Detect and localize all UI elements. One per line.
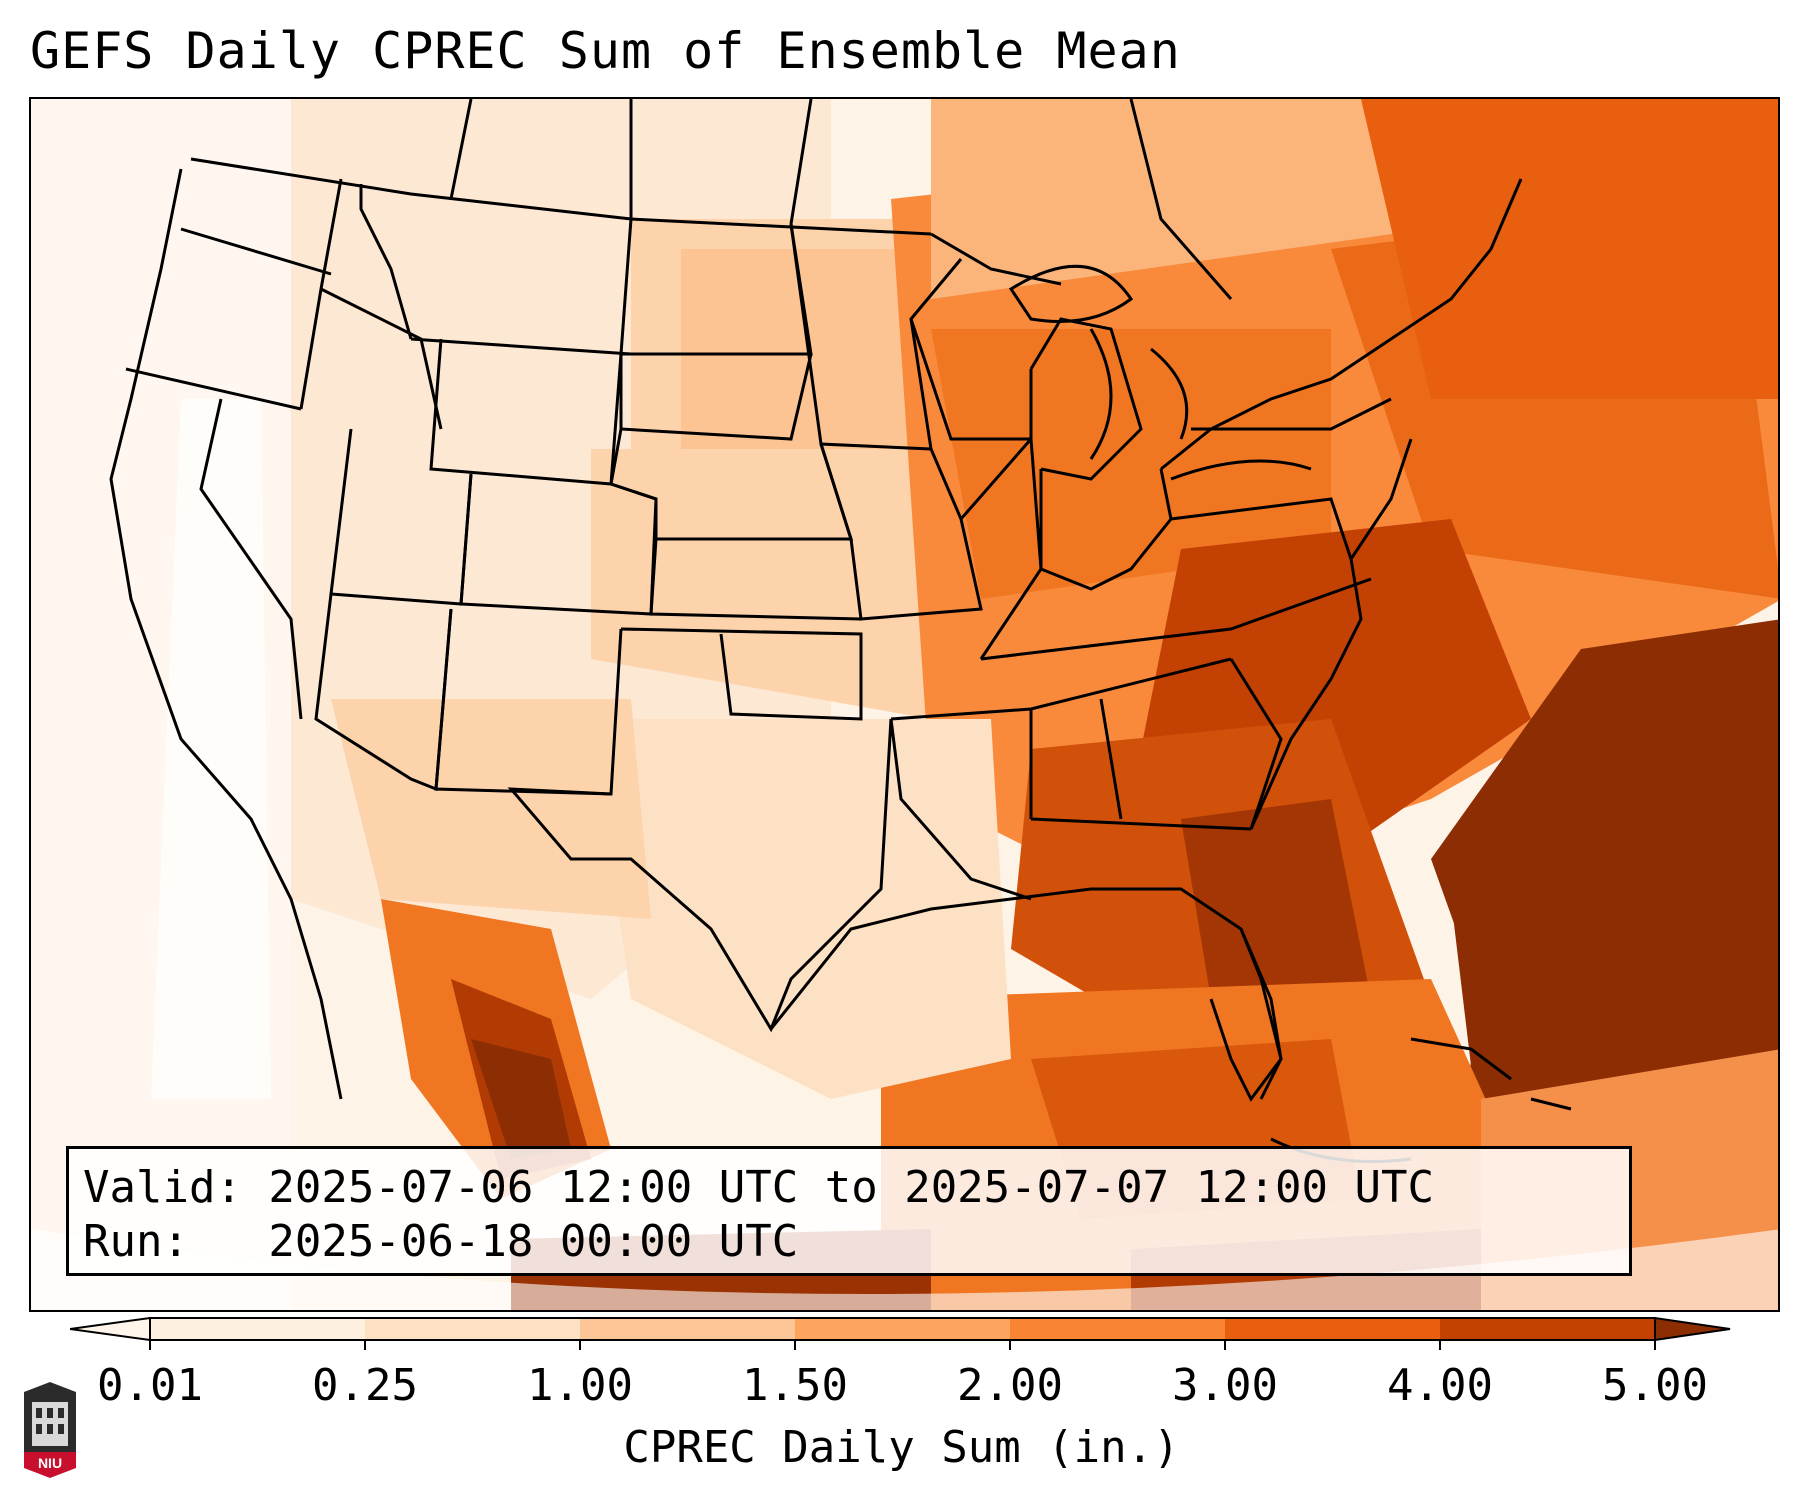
logo-text: NIU	[38, 1455, 62, 1471]
colorbar-tick-label: 0.01	[97, 1360, 203, 1411]
colorbar	[70, 1316, 1731, 1350]
colorbar-label: CPREC Daily Sum (in.)	[623, 1422, 1180, 1473]
colorbar-segment-0.25	[365, 1318, 580, 1340]
niu-logo: NIU	[24, 1382, 76, 1478]
colorbar-tick-label: 2.00	[957, 1360, 1063, 1411]
colorbar-segment-1.50	[795, 1318, 1010, 1340]
colorbar-tick-label: 1.00	[527, 1360, 633, 1411]
colorbar-tick-label: 5.00	[1602, 1360, 1708, 1411]
map-title: GEFS Daily CPREC Sum of Ensemble Mean	[30, 22, 1181, 80]
precipitation-map	[29, 97, 1780, 1312]
run-time-text: Run: 2025-06-18 00:00 UTC	[83, 1216, 799, 1267]
map-canvas	[31, 99, 1778, 1310]
colorbar-tick-label: 4.00	[1387, 1360, 1493, 1411]
boundary-lines	[109, 99, 1572, 1163]
validity-info-box: Valid: 2025-07-06 12:00 UTC to 2025-07-0…	[66, 1146, 1632, 1276]
colorbar-segment-2.00	[1010, 1318, 1225, 1340]
colorbar-tick-label: 3.00	[1172, 1360, 1278, 1411]
valid-time-text: Valid: 2025-07-06 12:00 UTC to 2025-07-0…	[83, 1162, 1435, 1213]
colorbar-tick-label: 0.25	[312, 1360, 418, 1411]
colorbar-over-triangle	[1654, 1316, 1731, 1342]
colorbar-tick-label: 1.50	[742, 1360, 848, 1411]
colorbar-segment-3.00	[1225, 1318, 1440, 1340]
colorbar-segment-1.00	[580, 1318, 795, 1340]
colorbar-segment-4.00	[1440, 1318, 1655, 1340]
colorbar-under-triangle	[70, 1316, 151, 1342]
colorbar-segment-0.01	[150, 1318, 365, 1340]
